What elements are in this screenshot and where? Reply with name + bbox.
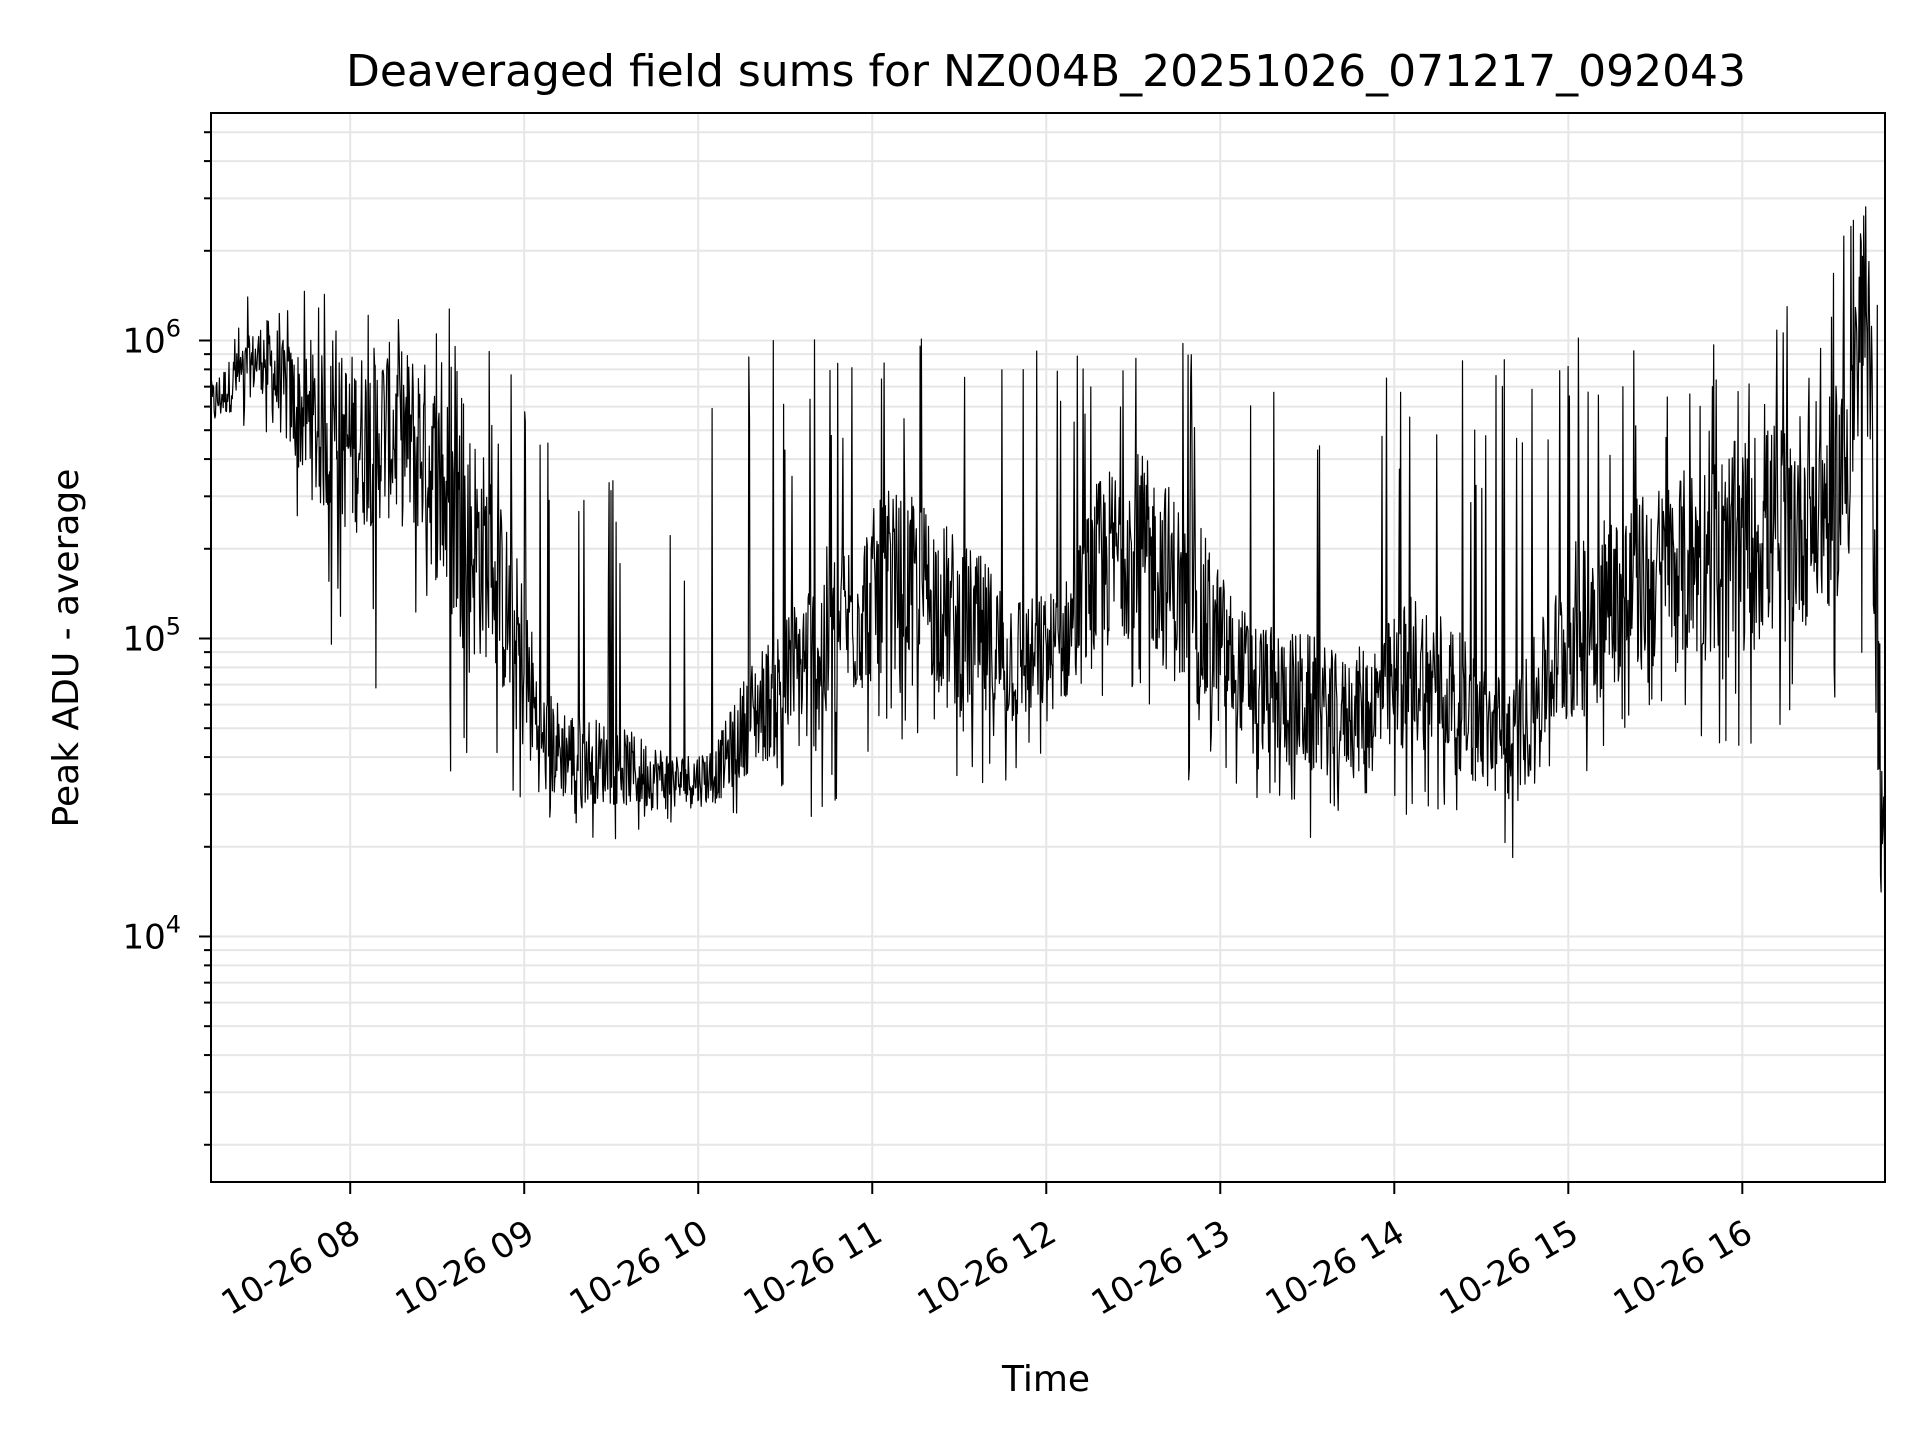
y-tick-label-exponent: 5: [166, 612, 181, 640]
series-group: [210, 206, 1886, 982]
x-axis-label: Time: [1001, 1359, 1090, 1400]
chart-title: Deaveraged field sums for NZ004B_2025102…: [346, 46, 1746, 97]
y-tick-label-base: 10: [122, 917, 165, 957]
plot-frame: [210, 112, 1886, 1183]
y-tick-label-exponent: 6: [166, 314, 181, 342]
y-tick-label: 105: [122, 612, 181, 659]
y-tick-label-base: 10: [122, 321, 165, 361]
y-tick-label-base: 10: [122, 619, 165, 659]
y-tick-label: 106: [122, 314, 181, 361]
series-line: [210, 206, 1886, 982]
y-axis-label: Peak ADU - average: [46, 469, 87, 828]
y-tick-label-exponent: 4: [166, 910, 181, 938]
y-tick-label: 104: [122, 910, 181, 957]
